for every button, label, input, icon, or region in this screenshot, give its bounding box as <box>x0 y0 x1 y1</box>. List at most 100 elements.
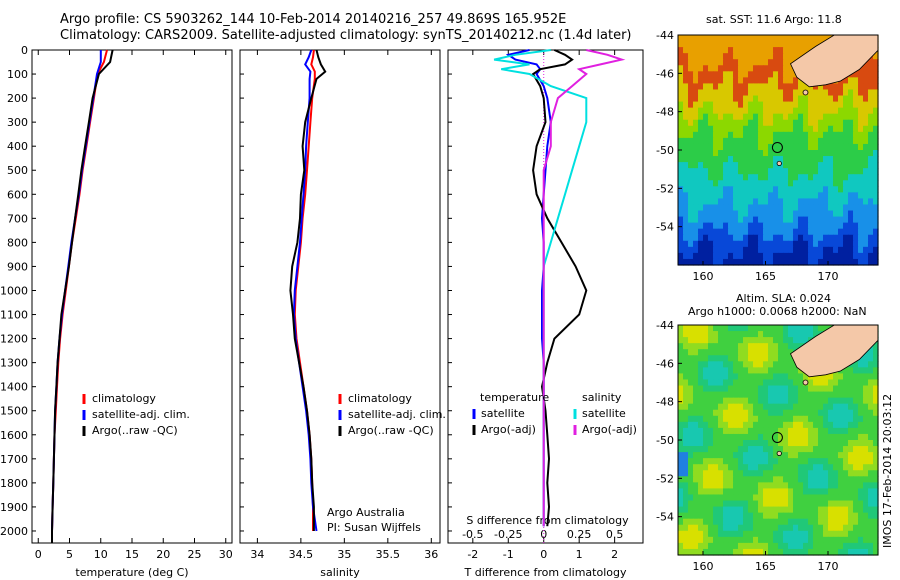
sst-map-cell <box>713 252 719 260</box>
sla-map-cell <box>803 440 809 447</box>
sla-map-cell <box>853 427 859 435</box>
sla-map-cell <box>838 409 844 417</box>
sst-map-cell <box>778 59 784 66</box>
sst-map-cell <box>773 59 779 66</box>
sla-map-cell <box>783 536 789 544</box>
sla-map-cell <box>728 542 734 550</box>
sla-map-cell <box>868 373 874 381</box>
sla-map-cell <box>698 379 704 387</box>
sla-map-cell <box>853 415 859 423</box>
sst-map-cell <box>733 216 739 224</box>
sst-map-cell <box>808 252 814 260</box>
sla-map-cell <box>713 349 719 356</box>
sla-map-cell <box>818 421 824 429</box>
sla-map-cell <box>753 440 759 447</box>
sst-map-cell <box>828 192 834 200</box>
sst-map-cell <box>828 156 834 163</box>
sla-map-cell <box>873 433 879 441</box>
sla-map-cell <box>863 494 869 502</box>
sla-map-cell <box>688 361 694 368</box>
sla-map-cell <box>773 536 779 544</box>
sst-map-cell <box>708 252 714 260</box>
sst-map-cell <box>818 186 824 193</box>
differences-legend-label: Argo(-adj) <box>481 423 536 436</box>
sst-map-cell <box>708 180 714 187</box>
sst-map-cell <box>813 107 819 115</box>
sla-map-cell <box>758 325 764 332</box>
sla-map-cell <box>863 452 869 459</box>
sla-map-cell <box>763 524 769 532</box>
sst-map-cell <box>753 186 759 193</box>
sla-map-cell <box>823 506 829 514</box>
sla-map-cell <box>868 548 874 556</box>
sst-map-cell <box>678 35 684 42</box>
sla-map-cell <box>868 494 874 502</box>
sst-map-cell <box>738 180 744 187</box>
sst-map-cell <box>763 83 769 91</box>
sla-map-cell <box>833 506 839 514</box>
sla-map-cell <box>778 500 784 508</box>
sla-map-cell <box>843 385 849 393</box>
sla-map-cell <box>778 409 784 417</box>
sla-map-cell <box>858 536 864 544</box>
sla-map-cell <box>838 373 844 381</box>
sst-map-cell <box>868 180 874 187</box>
sst-map-cell <box>868 240 874 248</box>
sst-map-cell <box>843 125 849 133</box>
sst-map-cell <box>753 59 759 66</box>
sla-map-cell <box>793 403 799 411</box>
sla-map-cell <box>843 500 849 508</box>
sla-map-cell <box>753 506 759 514</box>
sst-map-cell <box>688 53 694 60</box>
sst-map-cell <box>863 192 869 200</box>
depth-tick-label: 1900 <box>0 501 28 514</box>
sla-map-cell <box>748 385 754 393</box>
sst-map-cell <box>678 168 684 175</box>
sla-map-cell <box>838 427 844 435</box>
sst-map-cell <box>733 174 739 181</box>
sla-map-cell <box>748 536 754 544</box>
sla-map-cell <box>788 530 794 538</box>
sla-map-cell <box>773 488 779 496</box>
sst-map-cell <box>823 95 829 103</box>
sst-map-cell <box>678 53 684 60</box>
sst-map-cell <box>798 41 804 48</box>
sst-map-cell <box>718 174 724 181</box>
sla-map-cell <box>773 433 779 441</box>
sst-map-cell <box>813 216 819 224</box>
sst-map-cell <box>683 65 689 72</box>
sla-map-cell <box>843 433 849 441</box>
sst-map-cell <box>768 186 774 193</box>
sla-map-cell <box>733 518 739 526</box>
sla-map-cell <box>838 470 844 477</box>
sst-map-cell <box>813 101 819 109</box>
sst-map-cell <box>768 162 774 169</box>
sst-map-cell <box>783 59 789 66</box>
sla-map-cell <box>848 379 854 387</box>
sst-map-cell <box>783 71 789 78</box>
sla-map-cell <box>698 427 704 435</box>
sst-map-cell <box>813 83 819 91</box>
sst-map-cell <box>678 180 684 187</box>
sla-map-cell <box>873 343 879 350</box>
sla-map-cell <box>833 373 839 381</box>
sst-map-cell <box>798 258 804 266</box>
sla-map-cell <box>683 367 689 375</box>
sst-map-cell <box>828 101 834 109</box>
sla-map-cell <box>758 530 764 538</box>
sst-map-cell <box>778 156 784 163</box>
sla-map-cell <box>728 355 734 362</box>
sla-map-cell <box>738 331 744 338</box>
sst-map-cell <box>698 71 704 78</box>
sla-map-cell <box>718 349 724 356</box>
sst-map-cell <box>793 47 799 54</box>
sla-map-cell <box>703 548 709 556</box>
sla-map-cell <box>778 518 784 526</box>
sla-map-cell <box>813 506 819 514</box>
sla-map-cell <box>783 476 789 483</box>
sla-map-cell <box>708 524 714 532</box>
sla-map-cell <box>698 488 704 496</box>
sla-map-cell <box>683 476 689 483</box>
sst-map-cell <box>833 252 839 260</box>
sst-map-cell <box>703 168 709 175</box>
